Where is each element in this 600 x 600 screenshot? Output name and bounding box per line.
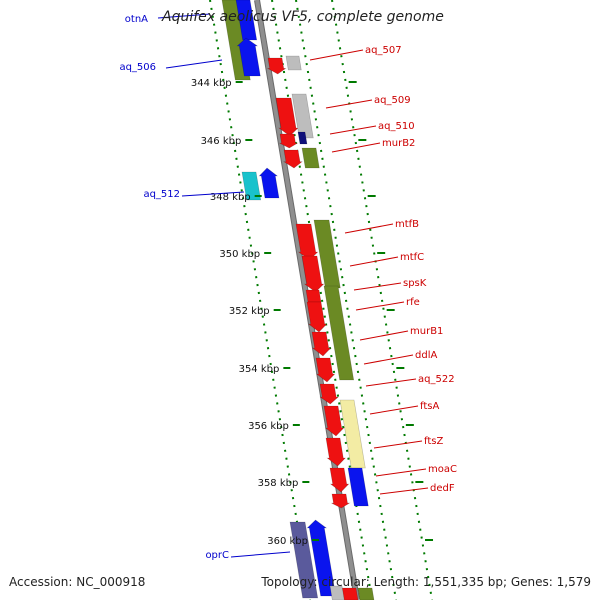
genome-title: Aquifex aeolicus VF5, complete genome [162, 9, 444, 25]
gene-label-oprc[interactable]: oprC [205, 550, 229, 561]
scale-tick-label: 358 kbp [258, 478, 299, 489]
aq-510b-gene[interactable] [297, 131, 308, 145]
gene-label-murb1[interactable]: murB1 [410, 326, 443, 337]
aq-506-gene[interactable] [236, 37, 261, 77]
gene-label-aq-506[interactable]: aq_506 [119, 62, 156, 73]
gene-features [221, 0, 375, 600]
gene-label-ftsz[interactable]: ftsZ [424, 436, 443, 447]
gene-label-moac[interactable]: moaC [428, 464, 457, 475]
small-gene-1[interactable] [279, 133, 299, 149]
murb1-gene[interactable] [311, 331, 332, 357]
leader-line [230, 551, 291, 558]
bottom-red-gene[interactable] [341, 587, 359, 600]
scale-ticks: 344 kbp 346 kbp 348 kbp 350 kbp 352 kbp 354 k… [191, 78, 434, 547]
leader-line [355, 301, 405, 311]
bottom-olive-gene[interactable] [357, 587, 375, 600]
gene-label-otna[interactable]: otnA [125, 14, 148, 25]
ddla-gene[interactable] [315, 357, 336, 383]
leader-line [349, 256, 399, 267]
leader-line [369, 405, 419, 415]
scale-tick-label: 354 kbp [239, 364, 280, 375]
scale-tick-label: 356 kbp [248, 421, 289, 432]
aq-507-neighbor-gene[interactable] [285, 55, 302, 71]
dedf-red-gene[interactable] [331, 493, 351, 509]
right-lane-border [295, 0, 398, 600]
leader-line [325, 99, 373, 109]
leader-line [379, 487, 429, 495]
oprc-gene[interactable] [289, 521, 319, 599]
leader-line [359, 330, 409, 341]
leader-line [165, 59, 223, 69]
leader-line [331, 142, 381, 153]
leader-line [329, 125, 377, 135]
gene-label-aq-522[interactable]: aq_522 [418, 374, 455, 385]
spsk-gene[interactable] [305, 289, 322, 303]
leader-line [309, 49, 364, 61]
gene-label-aq-507[interactable]: aq_507 [365, 45, 402, 56]
ftsz-red-gene[interactable] [325, 437, 346, 467]
otna-neighbor-gene[interactable] [235, 0, 258, 41]
leader-line [344, 223, 394, 234]
leader-line [181, 191, 245, 197]
gene-label-dedf[interactable]: dedF [430, 483, 455, 494]
left-lane-border [209, 0, 312, 600]
leader-line [353, 282, 402, 291]
scale-tick-label: 352 kbp [229, 306, 270, 317]
gene-label-aq-512[interactable]: aq_512 [143, 189, 180, 200]
ftsz-gene[interactable] [339, 399, 366, 469]
gene-labels: otnA aq_506 aq_512 oprC aq_507 aq_509 aq_510mu… [119, 13, 457, 561]
gene-label-aq-509[interactable]: aq_509 [374, 95, 411, 106]
aq-509-gene[interactable] [275, 97, 299, 137]
murb2-gene[interactable] [301, 147, 320, 169]
left-lane-border [271, 0, 374, 600]
mtfc-red-gene[interactable] [301, 255, 325, 293]
leader-line [363, 354, 414, 365]
gene-label-ftsa[interactable]: ftsA [420, 401, 439, 412]
topology-summary: Topology: circular; Length: 1,551,335 bp… [261, 575, 591, 589]
leader-line [157, 13, 211, 19]
aq-522-gene[interactable] [319, 383, 339, 405]
right-lane-border [331, 0, 434, 600]
gene-label-murb2[interactable]: murB2 [382, 138, 415, 149]
mtfc-gene[interactable] [313, 219, 341, 289]
aq-512-gene[interactable] [241, 171, 262, 201]
leader-line [373, 440, 423, 449]
moac-gene[interactable] [329, 467, 350, 493]
gene-label-mtfb[interactable]: mtfB [395, 219, 419, 230]
genome-backbone [254, 0, 360, 600]
aq-507-gene[interactable] [266, 57, 287, 75]
accession-text: Accession: NC_000918 [9, 575, 146, 589]
scale-tick-label: 344 kbp [191, 78, 232, 89]
leader-line [365, 378, 417, 387]
gene-label-rfe[interactable]: rfe [406, 297, 420, 308]
gene-label-ddla[interactable]: ddlA [415, 350, 437, 361]
dedf-gene[interactable] [347, 467, 369, 507]
aq-512-neighbor-gene[interactable] [258, 167, 280, 199]
leader-line [375, 468, 427, 477]
rfe-gene[interactable] [323, 285, 355, 381]
backbone-line [255, 0, 359, 600]
left-lane-borders [209, 0, 374, 600]
scale-tick-label: 348 kbp [210, 192, 251, 203]
gene-label-mtfc[interactable]: mtfC [400, 252, 424, 263]
small-gene-2[interactable] [282, 149, 303, 169]
scale-tick-label: 360 kbp [267, 536, 308, 547]
right-lane-borders [295, 0, 434, 600]
rfe-red-gene[interactable] [306, 301, 328, 333]
gene-label-aq-510[interactable]: aq_510 [378, 121, 415, 132]
scale-tick-label: 346 kbp [201, 136, 242, 147]
gene-label-spsk[interactable]: spsK [403, 278, 427, 289]
bottom-gray-gene[interactable] [329, 585, 345, 600]
aq-510-gene[interactable] [291, 93, 314, 139]
scale-tick-label: 350 kbp [219, 249, 260, 260]
ftsa-gene[interactable] [323, 405, 345, 437]
